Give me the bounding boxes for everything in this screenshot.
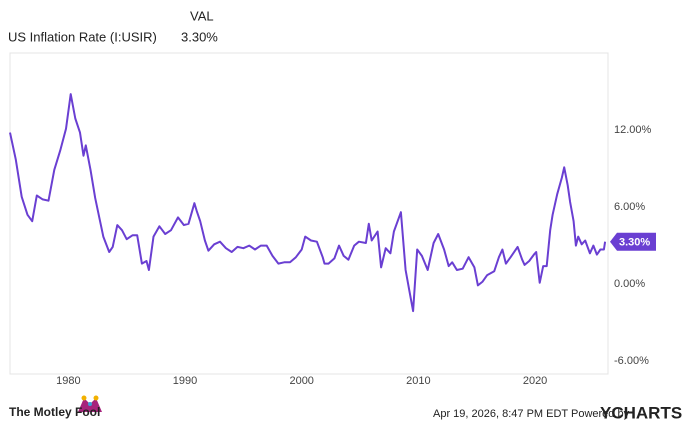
- date-stamp: Apr 19, 2026, 8:47 PM EDT Powered by: [433, 408, 630, 420]
- y-tick-label: 12.00%: [614, 124, 652, 136]
- latest-badge: [610, 232, 656, 251]
- motley-fool-logo: The Motley Fool: [9, 395, 102, 419]
- publisher: The Motley Fool: [9, 405, 100, 419]
- legend-series-name: US Inflation Rate (I:USIR): [8, 29, 157, 44]
- x-tick-label: 2020: [523, 375, 547, 387]
- y-tick-label: -6.00%: [614, 355, 649, 367]
- series-line: [9, 93, 607, 313]
- y-tick-label: 6.00%: [614, 201, 645, 213]
- latest-badge-label: 3.30%: [619, 237, 650, 249]
- provider: YCHARTS: [600, 403, 682, 422]
- plot-frame: [9, 52, 609, 375]
- x-tick-label: 1980: [56, 375, 80, 387]
- x-tick-label: 2000: [289, 375, 313, 387]
- x-tick-label: 1990: [173, 375, 197, 387]
- y-tick-label: 0.00%: [614, 278, 645, 290]
- x-tick-label: 2010: [406, 375, 430, 387]
- legend-value: 3.30%: [181, 29, 218, 44]
- value-header: VAL: [190, 8, 214, 23]
